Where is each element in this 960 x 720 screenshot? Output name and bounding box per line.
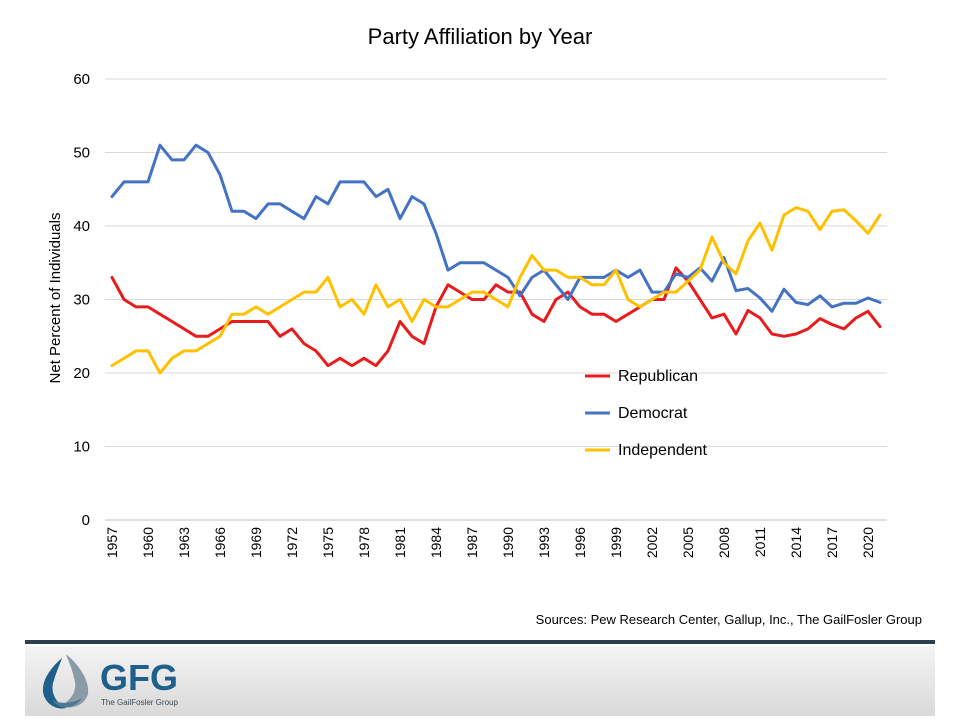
x-tick-label: 1978	[356, 527, 372, 558]
legend-label-republican: Republican	[618, 368, 698, 385]
y-tick-label: 60	[73, 71, 90, 88]
x-tick-label: 2011	[752, 527, 768, 557]
sources-note: Sources: Pew Research Center, Gallup, In…	[536, 612, 922, 627]
y-tick-label: 50	[73, 145, 90, 162]
party-affiliation-chart: Party Affiliation by Year 0102030405060 …	[47, 24, 922, 627]
x-tick-label: 2014	[788, 527, 804, 558]
footer-band	[25, 646, 935, 716]
series-line-republican	[110, 266, 882, 368]
x-tick-label: 2017	[824, 527, 840, 558]
gfg-logo: GFG The GailFosler Group	[42, 654, 178, 709]
x-tick-label: 1990	[500, 527, 516, 558]
x-tick-label: 1975	[320, 527, 336, 558]
series-line-independent	[110, 206, 882, 375]
x-tick-label: 1972	[284, 527, 300, 558]
x-axis-tick-labels: 1957 1960 1963 1966 1969 1972 1975 1978 1981 1984…	[104, 527, 876, 558]
x-tick-label: 2002	[644, 527, 660, 558]
legend-label-democrat: Democrat	[618, 405, 688, 422]
legend: Republican Democrat Independent	[585, 368, 708, 459]
y-tick-label: 30	[73, 292, 90, 309]
chart-title: Party Affiliation by Year	[368, 24, 593, 49]
y-tick-label: 40	[73, 218, 90, 235]
y-axis-label: Net Percent of Individuals	[47, 213, 64, 384]
y-tick-label: 0	[82, 512, 90, 529]
y-tick-label: 10	[73, 439, 90, 456]
y-axis-tick-labels: 0 10 20 30 40 50 60	[73, 71, 90, 529]
x-tick-label: 1963	[176, 527, 192, 558]
x-tick-label: 1987	[464, 527, 480, 558]
x-tick-label: 1981	[392, 527, 408, 558]
gfg-logo-mark-icon	[42, 654, 89, 709]
x-tick-label: 1999	[608, 527, 624, 558]
footer-rule	[25, 640, 935, 644]
x-tick-label: 1969	[248, 527, 264, 558]
logo-text: GFG	[100, 657, 178, 698]
y-tick-label: 20	[73, 365, 90, 382]
x-tick-label: 2005	[680, 527, 696, 558]
x-tick-label: 1984	[428, 527, 444, 558]
series-lines	[110, 143, 882, 375]
legend-label-independent: Independent	[618, 442, 708, 459]
gridlines	[105, 78, 887, 521]
x-tick-label: 2008	[716, 527, 732, 558]
x-tick-label: 1996	[572, 527, 588, 558]
logo-subtext: The GailFosler Group	[101, 698, 178, 707]
x-tick-label: 1960	[140, 527, 156, 558]
x-tick-label: 1993	[536, 527, 552, 558]
series-line-democrat	[110, 143, 882, 313]
x-tick-label: 1966	[212, 527, 228, 558]
x-tick-label: 1957	[104, 527, 120, 558]
x-tick-label: 2020	[860, 527, 876, 558]
